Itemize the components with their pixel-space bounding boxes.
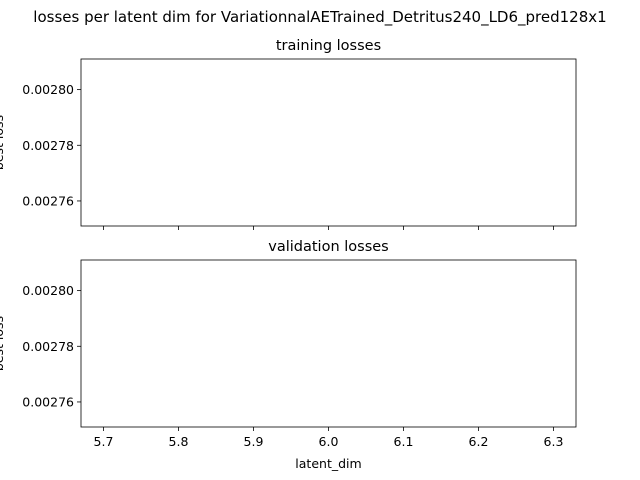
training-ylabel: best loss	[0, 115, 6, 170]
validation-panel-title: validation losses	[268, 239, 388, 255]
figure-suptitle: losses per latent dim for VariationnalAE…	[33, 8, 606, 27]
training-ytick-label: 0.00276	[22, 193, 74, 208]
validation-xlabel: latent_dim	[295, 456, 361, 471]
validation-xtick-label: 6.1	[394, 434, 414, 449]
validation-ytick-label: 0.00276	[22, 394, 74, 409]
training-ytick-label: 0.00278	[22, 138, 74, 153]
training-ytick-label: 0.00280	[22, 82, 74, 97]
validation-xtick-label: 5.7	[94, 434, 114, 449]
validation-xtick-label: 6.2	[469, 434, 489, 449]
validation-axes-frame	[80, 259, 577, 428]
validation-ytick-label: 0.00280	[22, 283, 74, 298]
training-panel-title: training losses	[276, 38, 381, 54]
validation-xtick-label: 6.3	[544, 434, 564, 449]
validation-ylabel: best loss	[0, 316, 6, 371]
validation-losses-panel: validation losses 0.00276 0.00278 0.00280 5.…	[0, 239, 577, 471]
validation-xtick-label: 5.9	[244, 434, 264, 449]
validation-xtick-label: 6.0	[319, 434, 339, 449]
validation-ytick-label: 0.00278	[22, 339, 74, 354]
training-losses-panel: training losses 0.00276 0.00278 0.00280 best…	[0, 38, 577, 230]
training-axes-frame	[80, 58, 577, 227]
validation-xtick-label: 5.8	[169, 434, 189, 449]
